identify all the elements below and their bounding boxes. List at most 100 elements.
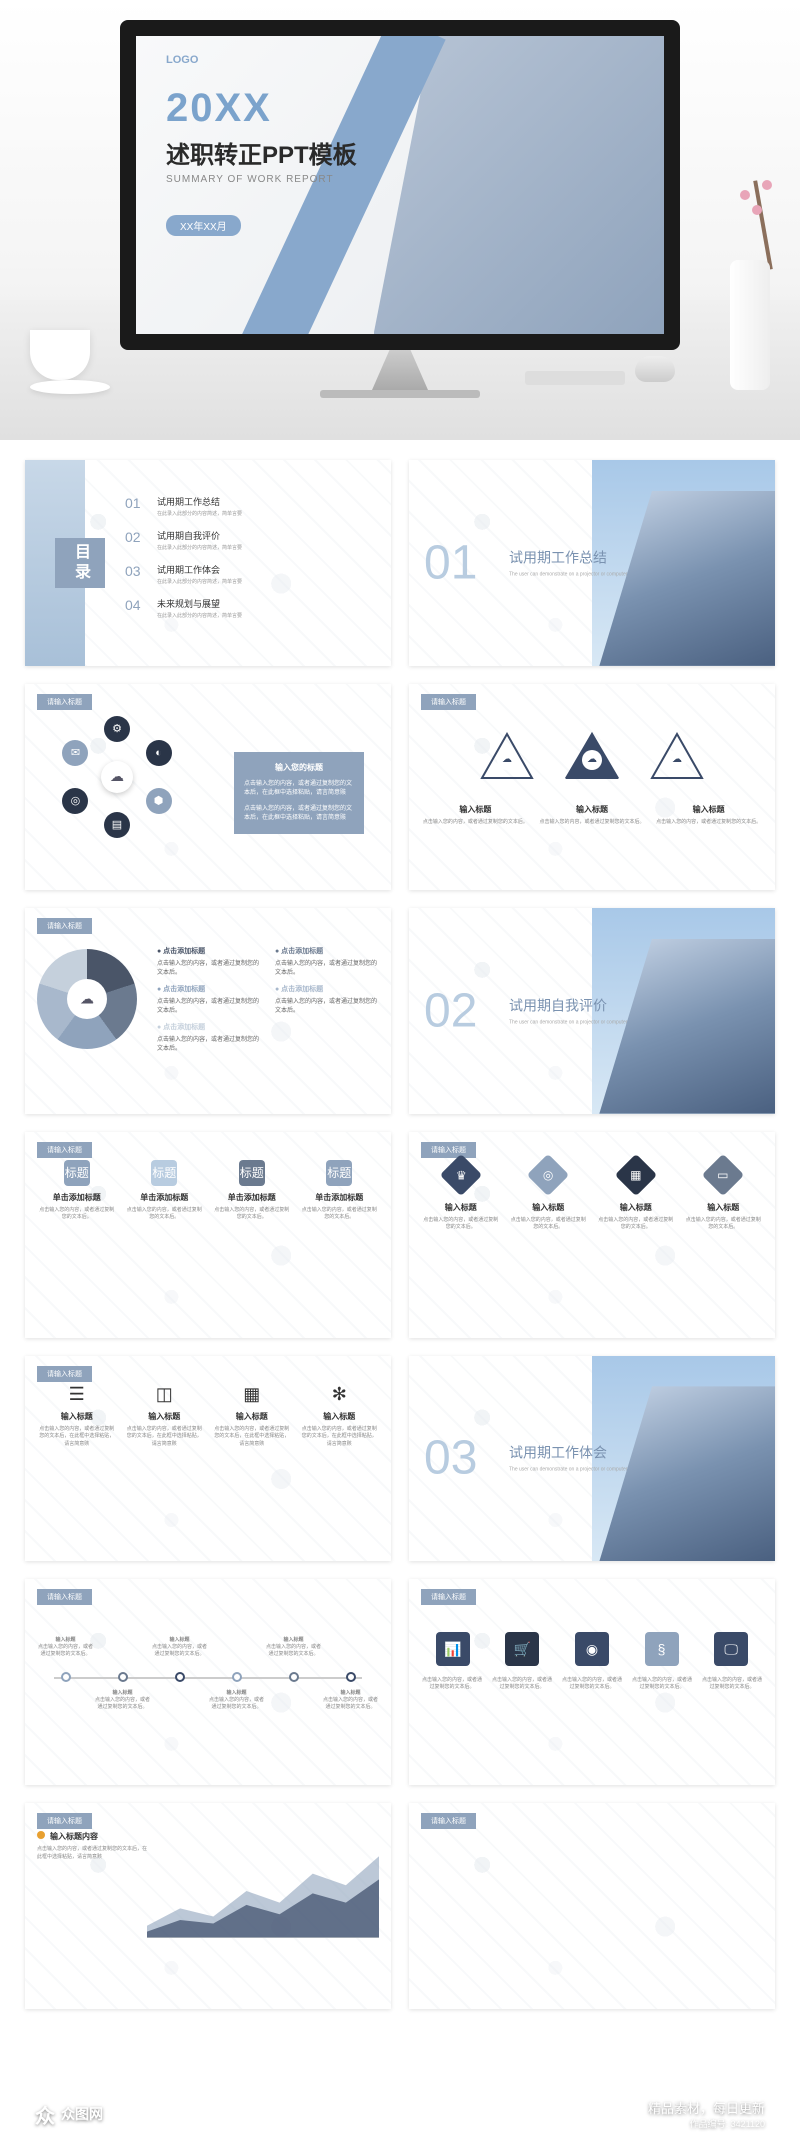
slide-pie[interactable]: 请输入标题 ☁ ● 点击添加标题点击输入您的内容，或者通过复制您的文本后。● 点…	[25, 908, 391, 1114]
toc-item: 01 试用期工作总结在此录入此部分的内容简述，简单言要	[125, 495, 371, 517]
diamond-item: ♛ 输入标题 点击输入您的内容，或者通过复制您的文本后。	[421, 1160, 501, 1232]
cluster-diagram: ☁ ⚙ ◐ ⬢ ▤ ◎ ✉	[57, 717, 177, 837]
section-title: 试用期自我评价 The user can demonstrate on a pr…	[509, 995, 627, 1026]
toc-badge: 目录	[55, 538, 105, 588]
section-title: 试用期工作总结 The user can demonstrate on a pr…	[509, 547, 627, 578]
logo-text: LOGO	[166, 54, 198, 66]
slide-header: 请输入标题	[421, 1813, 476, 1829]
timeline-diagram: 输入标题点击输入您的内容，或者通过复制您的文本后。 输入标题点击输入您的内容，或…	[37, 1637, 379, 1727]
watermark-tagline: 精品素材，每日更新	[648, 2098, 765, 2117]
monitor-mockup: LOGO 20XX 述职转正PPT模板 SUMMARY OF WORK REPO…	[120, 20, 680, 398]
watermark: 众 众图网 精品素材，每日更新 作品编号: 3421120	[0, 2098, 800, 2130]
triangle-row: ☁ ☁ ☁	[421, 732, 763, 780]
section-number: 03	[424, 1431, 477, 1486]
pie-legend: ● 点击添加标题点击输入您的内容，或者通过复制您的文本后。 ● 点击添加标题点击输…	[157, 946, 379, 1052]
slide-toc[interactable]: 目录 01 试用期工作总结在此录入此部分的内容简述，简单言要 02 试用期自我评…	[25, 460, 391, 666]
icon-column: ◫ 输入标题 点击输入您的内容，或者通过复制您的文本后，在此框中选择粘贴，请言简…	[125, 1384, 205, 1449]
diamond-item: ◎ 输入标题 点击输入您的内容，或者通过复制您的文本后。	[509, 1160, 589, 1232]
slide-triangles[interactable]: 请输入标题 ☁ ☁ ☁ 输入标题点击输入您的内容，或者通过复制您的文本后。输入标…	[409, 684, 775, 890]
slide-header: 请输入标题	[37, 694, 92, 710]
cluster-node: ⚙	[104, 716, 130, 742]
slide-diamonds[interactable]: 请输入标题 ♛ 输入标题 点击输入您的内容，或者通过复制您的文本后。 ◎ 输入标…	[409, 1132, 775, 1338]
boxes-row: 标题 单击添加标题 点击输入您的内容，或者通过复制您的文本后。 标题 单击添加标…	[37, 1160, 379, 1328]
section-number: 01	[424, 535, 477, 590]
cluster-node: ▤	[104, 812, 130, 838]
cup-decoration	[30, 330, 110, 390]
diamond-item: ▦ 输入标题 点击输入您的内容，或者通过复制您的文本后。	[596, 1160, 676, 1232]
hero-subtitle: SUMMARY OF WORK REPORT	[166, 174, 357, 185]
cluster-node: ◎	[62, 788, 88, 814]
legend-item: ● 点击添加标题点击输入您的内容，或者通过复制您的文本后。	[275, 946, 379, 976]
slide-cluster[interactable]: 请输入标题 ☁ ⚙ ◐ ⬢ ▤ ◎ ✉ 输入您的标题 点击输入您的内容，或者通过复制您的文…	[25, 684, 391, 890]
timeline-item: 输入标题点击输入您的内容，或者通过复制您的文本后。	[322, 1637, 379, 1711]
side-text-panel: 输入您的标题 点击输入您的内容，或者通过复制您的文本后，在此框中选择粘贴，请言简…	[234, 752, 364, 834]
timeline-item: 输入标题点击输入您的内容，或者通过复制您的文本后。	[37, 1637, 94, 1711]
triangle-item: ☁	[480, 732, 535, 780]
hero-date-badge: XX年XX月	[166, 215, 241, 236]
line-icons-row: ☰ 输入标题 点击输入您的内容，或者通过复制您的文本后，在此框中选择粘贴，请言简…	[37, 1384, 379, 1552]
toc-item: 03 试用期工作体会在此录入此部分的内容简述，简单言要	[125, 563, 371, 585]
slide-header: 请输入标题	[421, 1589, 476, 1605]
legend-item: ● 点击添加标题点击输入您的内容，或者通过复制您的文本后。	[157, 1022, 261, 1052]
section-number: 02	[424, 983, 477, 1038]
icon-square: §	[645, 1632, 679, 1666]
slide-icon-row[interactable]: 请输入标题 📊🛒◉§🖵 点击输入您的内容，或者通过复制您的文本后。点击输入您的内…	[409, 1579, 775, 1785]
toc-item: 04 未来规划与展望在此录入此部分的内容简述，简单言要	[125, 597, 371, 619]
cluster-node: ⬢	[146, 788, 172, 814]
watermark-logo: 众	[35, 2100, 55, 2129]
box-item: 标题 单击添加标题 点击输入您的内容，或者通过复制您的文本后。	[37, 1160, 117, 1222]
timeline-item: 输入标题点击输入您的内容，或者通过复制您的文本后。	[151, 1637, 208, 1711]
icon-square: 🛒	[505, 1632, 539, 1666]
slide-header: 请输入标题	[37, 1589, 92, 1605]
hero-section: LOGO 20XX 述职转正PPT模板 SUMMARY OF WORK REPO…	[0, 0, 800, 440]
icon-square: ◉	[575, 1632, 609, 1666]
slide-timeline[interactable]: 请输入标题 输入标题点击输入您的内容，或者通过复制您的文本后。 输入标题点击输入…	[25, 1579, 391, 1785]
icon-column: ☰ 输入标题 点击输入您的内容，或者通过复制您的文本后，在此框中选择粘贴，请言简…	[37, 1384, 117, 1449]
slide-extra[interactable]: 请输入标题	[409, 1803, 775, 2009]
hero-year: 20XX	[166, 86, 357, 131]
timeline-item: 输入标题点击输入您的内容，或者通过复制您的文本后。	[265, 1637, 322, 1711]
icon-column: ▦ 输入标题 点击输入您的内容，或者通过复制您的文本后，在此框中选择粘贴，请言简…	[212, 1384, 292, 1449]
watermark-id: 作品编号: 3421120	[648, 2117, 765, 2130]
box-item: 标题 单击添加标题 点击输入您的内容，或者通过复制您的文本后。	[300, 1160, 380, 1222]
cluster-center-icon: ☁	[101, 761, 133, 793]
diamonds-row: ♛ 输入标题 点击输入您的内容，或者通过复制您的文本后。 ◎ 输入标题 点击输入…	[421, 1160, 763, 1328]
cluster-node: ◐	[146, 740, 172, 766]
box-item: 标题 单击添加标题 点击输入您的内容，或者通过复制您的文本后。	[125, 1160, 205, 1222]
diamond-item: ▭ 输入标题 点击输入您的内容，或者通过复制您的文本后。	[684, 1160, 764, 1232]
icon-square: 📊	[436, 1632, 470, 1666]
pie-chart: ☁	[37, 949, 137, 1049]
slide-line-icons[interactable]: 请输入标题 ☰ 输入标题 点击输入您的内容，或者通过复制您的文本后，在此框中选择…	[25, 1356, 391, 1562]
toc-item: 02 试用期自我评价在此录入此部分的内容简述，简单言要	[125, 529, 371, 551]
watermark-brand: 众图网	[61, 2104, 103, 2124]
slide-area-chart[interactable]: 请输入标题 输入标题内容 点击输入您的内容，或者通过复制您的文本后，在此框中选择…	[25, 1803, 391, 2009]
slide-section-01[interactable]: 01 试用期工作总结 The user can demonstrate on a…	[409, 460, 775, 666]
cluster-node: ✉	[62, 740, 88, 766]
area-chart	[147, 1831, 379, 1951]
vase-decoration	[730, 260, 770, 390]
slide-header: 请输入标题	[37, 1366, 92, 1382]
icon-square: 🖵	[714, 1632, 748, 1666]
triangle-item: ☁	[565, 732, 620, 780]
slide-boxes[interactable]: 请输入标题 标题 单击添加标题 点击输入您的内容，或者通过复制您的文本后。 标题…	[25, 1132, 391, 1338]
triangle-item: ☁	[650, 732, 705, 780]
legend-item: ● 点击添加标题点击输入您的内容，或者通过复制您的文本后。	[275, 984, 379, 1014]
box-item: 标题 单击添加标题 点击输入您的内容，或者通过复制您的文本后。	[212, 1160, 292, 1222]
toc-list: 01 试用期工作总结在此录入此部分的内容简述，简单言要 02 试用期自我评价在此…	[125, 495, 371, 631]
legend-item: ● 点击添加标题点击输入您的内容，或者通过复制您的文本后。	[157, 984, 261, 1014]
slide-header: 请输入标题	[37, 1142, 92, 1158]
section-title: 试用期工作体会 The user can demonstrate on a pr…	[509, 1443, 627, 1474]
slide-header: 请输入标题	[421, 1142, 476, 1158]
slide-header: 请输入标题	[37, 1813, 92, 1829]
timeline-item: 输入标题点击输入您的内容，或者通过复制您的文本后。	[208, 1637, 265, 1711]
hero-title: 述职转正PPT模板	[166, 135, 357, 170]
slide-section-03[interactable]: 03 试用期工作体会 The user can demonstrate on a…	[409, 1356, 775, 1562]
legend-item: ● 点击添加标题点击输入您的内容，或者通过复制您的文本后。	[157, 946, 261, 976]
slide-header: 请输入标题	[421, 694, 476, 710]
timeline-item: 输入标题点击输入您的内容，或者通过复制您的文本后。	[94, 1637, 151, 1711]
slide-header: 请输入标题	[37, 918, 92, 934]
slides-grid: 目录 01 试用期工作总结在此录入此部分的内容简述，简单言要 02 试用期自我评…	[0, 440, 800, 2029]
slide-section-02[interactable]: 02 试用期自我评价 The user can demonstrate on a…	[409, 908, 775, 1114]
icon-column: ✻ 输入标题 点击输入您的内容，或者通过复制您的文本后，在此框中选择粘贴，请言简…	[300, 1384, 380, 1449]
icon-row: 📊 🛒 ◉ § 🖵	[421, 1632, 763, 1666]
